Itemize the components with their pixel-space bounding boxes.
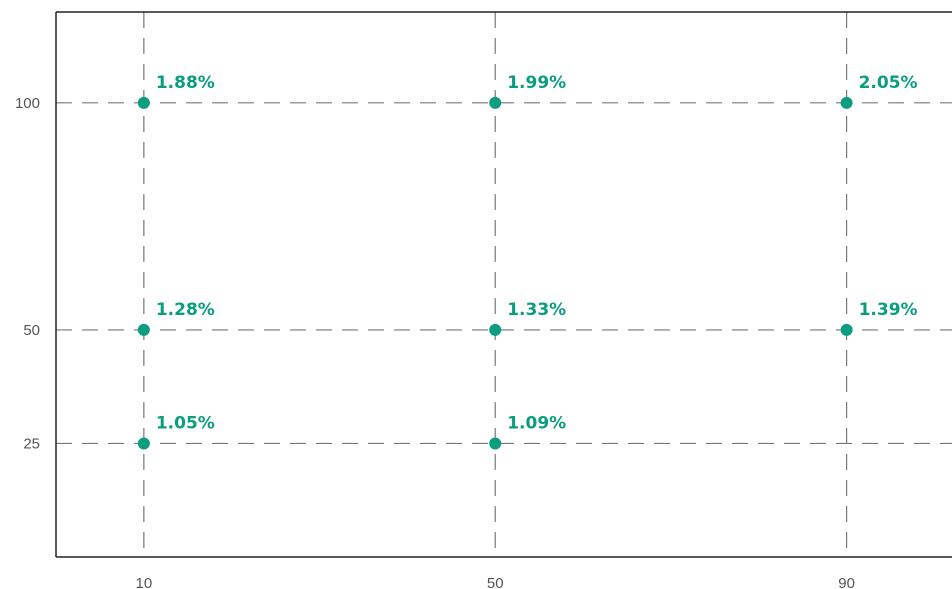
data-points [137,96,853,450]
axes [55,11,952,558]
x-tick-label: 50 [487,575,504,589]
x-tick-label: 90 [838,575,855,589]
data-point [489,96,502,109]
y-tick-label: 25 [23,435,40,452]
x-tick-label: 10 [135,575,152,589]
y-tick-label: 100 [15,95,40,112]
data-point [137,437,150,450]
data-point [840,96,853,109]
data-point [489,323,502,336]
data-point [137,96,150,109]
data-point [840,323,853,336]
data-label: 1.09% [507,413,566,433]
y-tick-label: 50 [23,322,40,339]
data-label: 1.39% [859,300,918,320]
data-label: 2.05% [859,73,918,93]
data-label: 1.33% [507,300,566,320]
data-labels: 1.88% 1.99% 2.05% 1.28% 1.33% 1.39% 1.05% 1.09% [156,73,918,434]
data-label: 1.88% [156,73,215,93]
tick-labels: 10 50 90 25 50 100 [15,95,855,589]
data-label: 1.28% [156,300,215,320]
gridlines [56,12,952,557]
data-label: 1.99% [507,73,566,93]
data-point [489,437,502,450]
data-point [137,323,150,336]
data-label: 1.05% [156,413,215,433]
